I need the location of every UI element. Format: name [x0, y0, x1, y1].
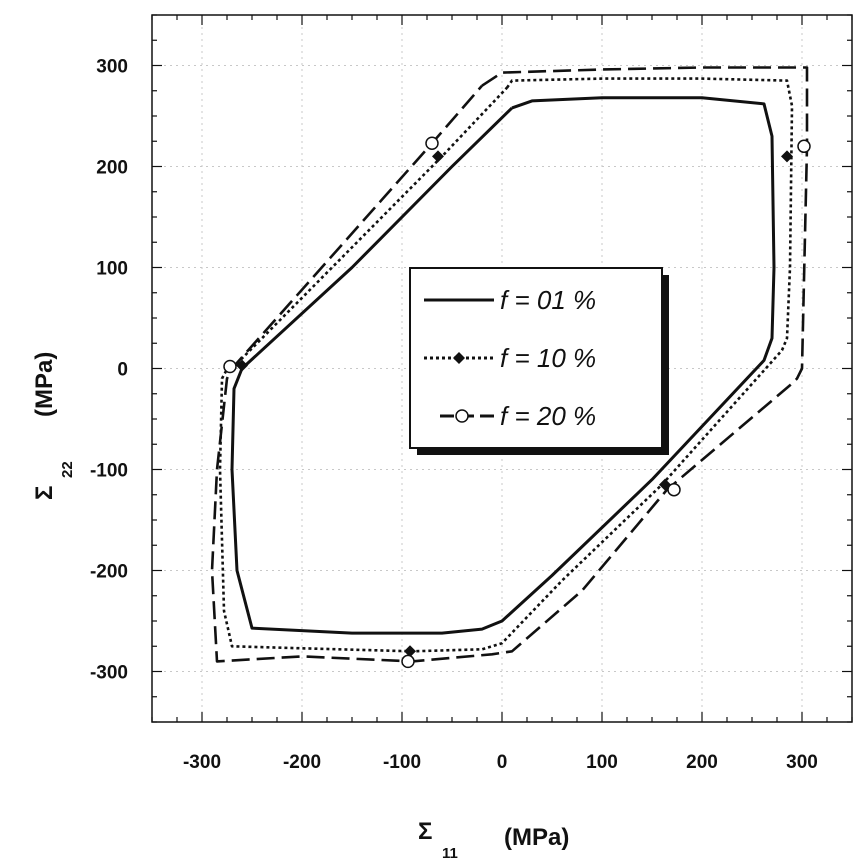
x-tick-labels: -300 -200 -100 0 100 200 300	[183, 752, 818, 773]
diamond-marker	[432, 150, 444, 163]
y-tick-label: 100	[96, 259, 128, 280]
x-tick-label: -100	[383, 752, 421, 773]
series-layer	[210, 66, 809, 663]
x-tick-label: 200	[686, 752, 718, 773]
y-axis-symbol: Σ	[31, 486, 58, 500]
x-tick-label: -300	[183, 752, 221, 773]
series-line-dotted	[218, 77, 794, 653]
x-tick-label: 0	[497, 752, 508, 773]
legend-entry-f01: f = 01 %	[424, 285, 596, 315]
legend-circle-marker	[455, 409, 469, 423]
y-tick-labels: -300 -200 -100 0 100 200 300	[90, 57, 128, 684]
legend: f = 01 % f = 10 % f = 20 %	[409, 267, 669, 455]
legend-entry-f10: f = 10 %	[424, 343, 596, 373]
x-axis-label: Σ 11 (MPa)	[418, 818, 569, 861]
y-tick-label: -200	[90, 562, 128, 583]
series-line-dashed	[210, 66, 809, 663]
x-axis-symbol: Σ	[418, 818, 432, 845]
circle-marker	[797, 139, 811, 154]
y-tick-label: 200	[96, 158, 128, 179]
legend-label-f10: f = 10 %	[500, 343, 596, 373]
legend-box	[409, 267, 663, 449]
y-axis-subscript: 22	[59, 461, 76, 478]
y-tick-label: -300	[90, 663, 128, 684]
y-axis-label: Σ 22 (MPa)	[31, 352, 76, 500]
circle-marker	[667, 482, 681, 497]
legend-label-f20: f = 20 %	[500, 401, 596, 431]
x-axis-unit: (MPa)	[504, 824, 569, 851]
marker-layer	[223, 136, 811, 669]
y-tick-label: -100	[90, 461, 128, 482]
x-tick-label: 100	[586, 752, 618, 773]
circle-marker	[401, 654, 415, 669]
legend-entry-f20: f = 20 %	[440, 401, 596, 431]
y-tick-label: 0	[117, 360, 128, 381]
grid-lines	[152, 15, 852, 722]
diamond-marker	[781, 150, 793, 163]
diamond-marker	[236, 359, 248, 372]
circle-marker	[425, 136, 439, 151]
axis-ticks	[151, 14, 853, 723]
legend-diamond-marker	[453, 352, 465, 364]
x-axis-subscript: 11	[442, 845, 458, 861]
diamond-marker	[404, 645, 416, 658]
x-tick-label: -200	[283, 752, 321, 773]
circle-marker	[223, 359, 237, 374]
x-tick-label: 300	[786, 752, 818, 773]
y-axis-unit: (MPa)	[31, 352, 58, 417]
legend-label-f01: f = 01 %	[500, 285, 596, 315]
series-line-solid	[230, 96, 776, 635]
y-tick-label: 300	[96, 57, 128, 78]
